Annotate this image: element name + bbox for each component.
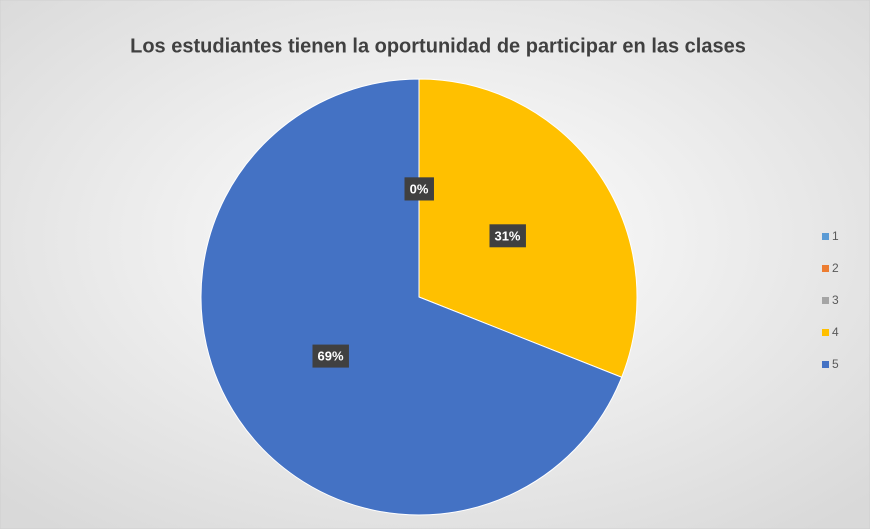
legend-label: 1 bbox=[832, 229, 839, 243]
legend-swatch bbox=[822, 265, 829, 272]
data-label-box bbox=[489, 224, 526, 248]
legend-swatch bbox=[822, 233, 829, 240]
legend-label: 3 bbox=[832, 293, 839, 307]
data-label-box bbox=[404, 177, 434, 201]
legend-label: 5 bbox=[832, 357, 839, 371]
pie-slice bbox=[418, 78, 638, 378]
legend-label: 2 bbox=[832, 261, 839, 275]
chart-title: Los estudiantes tienen la oportunidad de… bbox=[130, 35, 746, 57]
data-label: 31% bbox=[494, 228, 520, 243]
data-label: 69% bbox=[317, 349, 343, 364]
pie-slice bbox=[200, 78, 623, 516]
legend-label: 4 bbox=[832, 325, 839, 339]
data-label-box bbox=[312, 344, 349, 368]
data-label: 0% bbox=[410, 181, 429, 196]
legend-swatch bbox=[822, 361, 829, 368]
legend-swatch bbox=[822, 329, 829, 336]
legend-swatch bbox=[822, 297, 829, 304]
